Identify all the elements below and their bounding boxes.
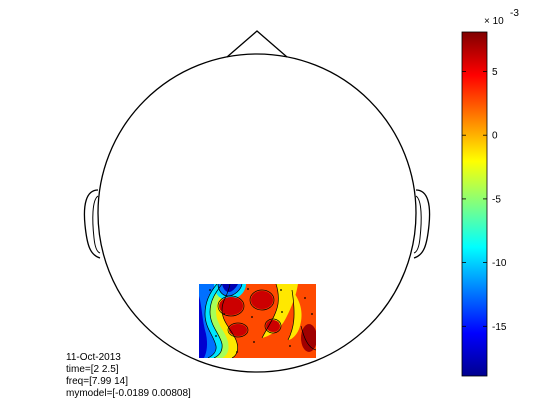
colorbar-tick-label: -10 [492,258,507,269]
left-ear-inner [92,195,101,254]
colorbar: × 10 -3 5 0 -5 -10 -15 [461,8,519,377]
right-ear-inner [413,195,422,254]
colorbar-gradient [461,31,488,377]
colorbar-ticks: 5 0 -5 -10 -15 [462,67,507,333]
right-ear-outline [413,189,431,259]
colorbar-tick-label: -15 [492,322,507,333]
info-time: time=[2 2.5] [66,364,119,375]
colorbar-tick-label: 0 [492,131,498,142]
colorbar-multiplier-base: × 10 [484,16,504,27]
colorbar-tick-label: 5 [492,67,498,78]
topographic-map [199,284,316,358]
info-date: 11-Oct-2013 [66,352,121,363]
info-model: mymodel=[-0.0189 0.00808] [66,388,191,399]
colorbar-multiplier-exponent: -3 [510,8,519,19]
info-freq: freq=[7.99 14] [66,376,128,387]
colorbar-tick-label: -5 [492,194,501,205]
left-ear-outline [83,189,101,259]
nose-outline [226,30,288,58]
head-outline [97,53,417,373]
